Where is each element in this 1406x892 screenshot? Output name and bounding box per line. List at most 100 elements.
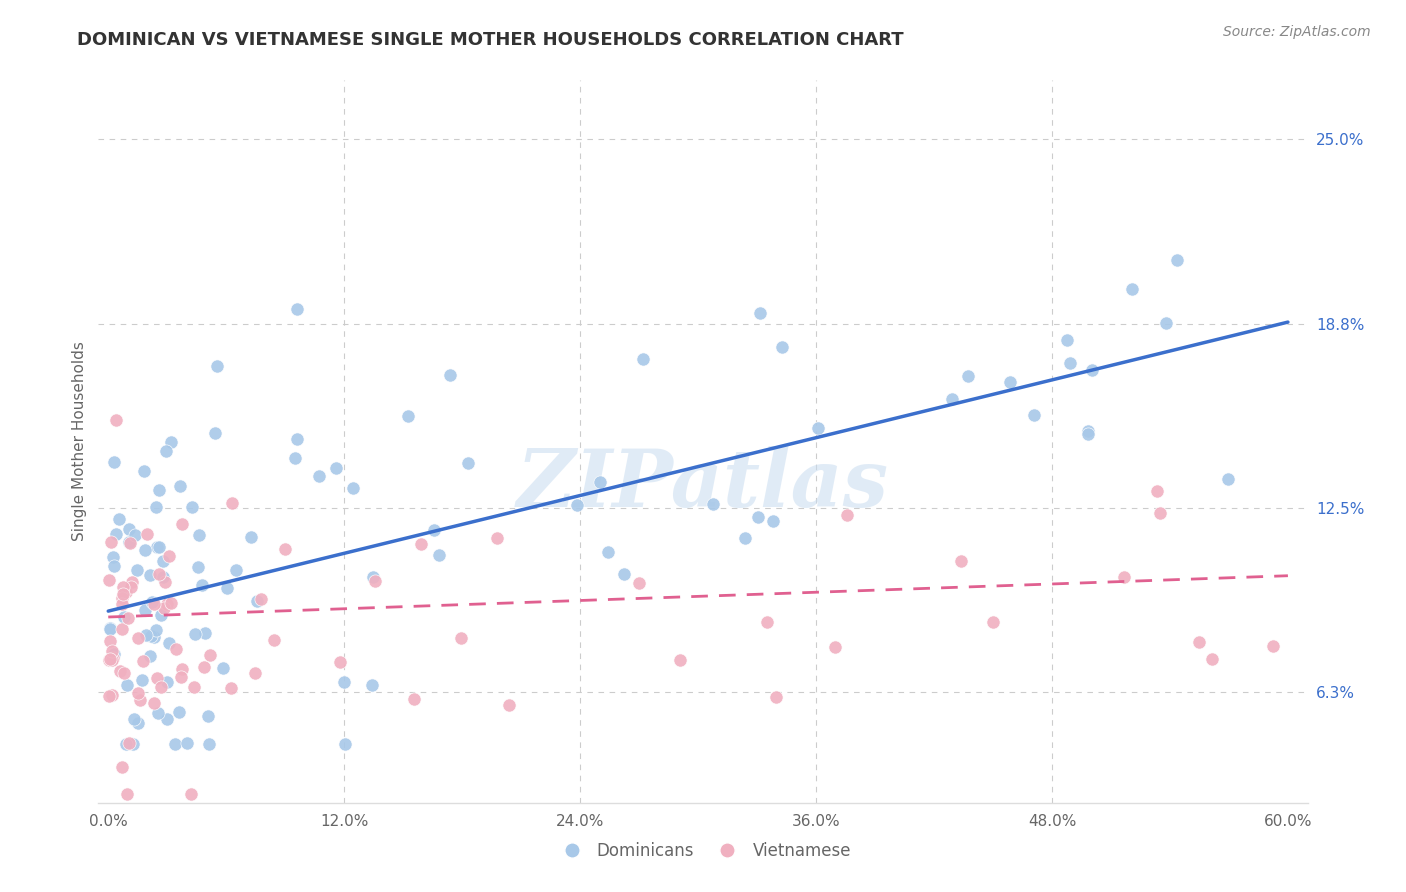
Point [111,586,134,600]
Point [121,575,143,590]
Point [155,443,177,458]
Point [998,376,1021,390]
Point [1166,252,1188,267]
Point [98,689,121,703]
Point [103,558,125,573]
Point [167,705,190,719]
Point [204,426,226,441]
Point [146,672,169,686]
Point [115,678,138,692]
Point [139,568,162,582]
Point [98,652,121,666]
Point [160,596,183,610]
Text: DOMINICAN VS VIETNAMESE SINGLE MOTHER HOUSEHOLDS CORRELATION CHART: DOMINICAN VS VIETNAMESE SINGLE MOTHER HO… [77,31,904,49]
Point [285,432,308,446]
Point [159,549,181,563]
Point [1201,652,1223,666]
Point [1146,484,1168,499]
Point [129,693,152,707]
Point [807,421,830,435]
Point [198,737,221,751]
Point [103,650,125,665]
Point [747,509,769,524]
Point [207,359,229,374]
Point [115,787,138,801]
Point [118,736,141,750]
Point [145,540,167,554]
Point [145,624,167,638]
Point [120,535,142,549]
Point [172,517,194,532]
Point [127,716,149,731]
Point [157,636,180,650]
Point [143,597,166,611]
Point [98,622,121,636]
Point [627,576,650,591]
Point [284,450,307,465]
Point [100,535,122,549]
Point [498,698,520,713]
Point [250,591,273,606]
Point [765,690,787,704]
Point [197,709,219,723]
Point [118,535,141,549]
Point [702,497,724,511]
Point [439,368,461,383]
Point [243,666,266,681]
Point [142,631,165,645]
Point [1121,282,1143,296]
Point [124,528,146,542]
Text: Source: ZipAtlas.com: Source: ZipAtlas.com [1223,25,1371,39]
Point [360,677,382,691]
Point [108,511,131,525]
Point [329,655,352,669]
Point [180,787,202,801]
Point [112,610,135,624]
Point [212,660,235,674]
Point [285,301,308,316]
Point [135,628,157,642]
Point [1149,506,1171,520]
Point [325,461,347,475]
Point [149,680,172,694]
Point [111,597,134,611]
Point [1077,427,1099,442]
Point [589,475,612,490]
Point [824,640,846,655]
Point [194,626,217,640]
Point [308,469,330,483]
Point [457,456,479,470]
Point [1024,408,1046,422]
Point [761,514,783,528]
Point [1154,316,1177,330]
Point [142,696,165,710]
Point [225,563,247,577]
Point [110,591,132,605]
Point [333,737,356,751]
Point [100,652,122,666]
Point [101,550,124,565]
Point [153,601,176,615]
Point [184,627,207,641]
Point [170,662,193,676]
Point [98,621,121,635]
Point [409,537,432,551]
Point [631,351,654,366]
Point [145,500,167,515]
Point [120,580,142,594]
Point [669,652,692,666]
Point [98,573,121,587]
Point [1081,363,1104,377]
Point [263,632,285,647]
Point [155,712,177,726]
Point [148,483,170,497]
Point [103,455,125,469]
Point [450,631,472,645]
Point [101,644,124,658]
Point [191,578,214,592]
Point [131,673,153,687]
Point [402,691,425,706]
Point [111,622,134,636]
Point [187,559,209,574]
Point [134,603,156,617]
